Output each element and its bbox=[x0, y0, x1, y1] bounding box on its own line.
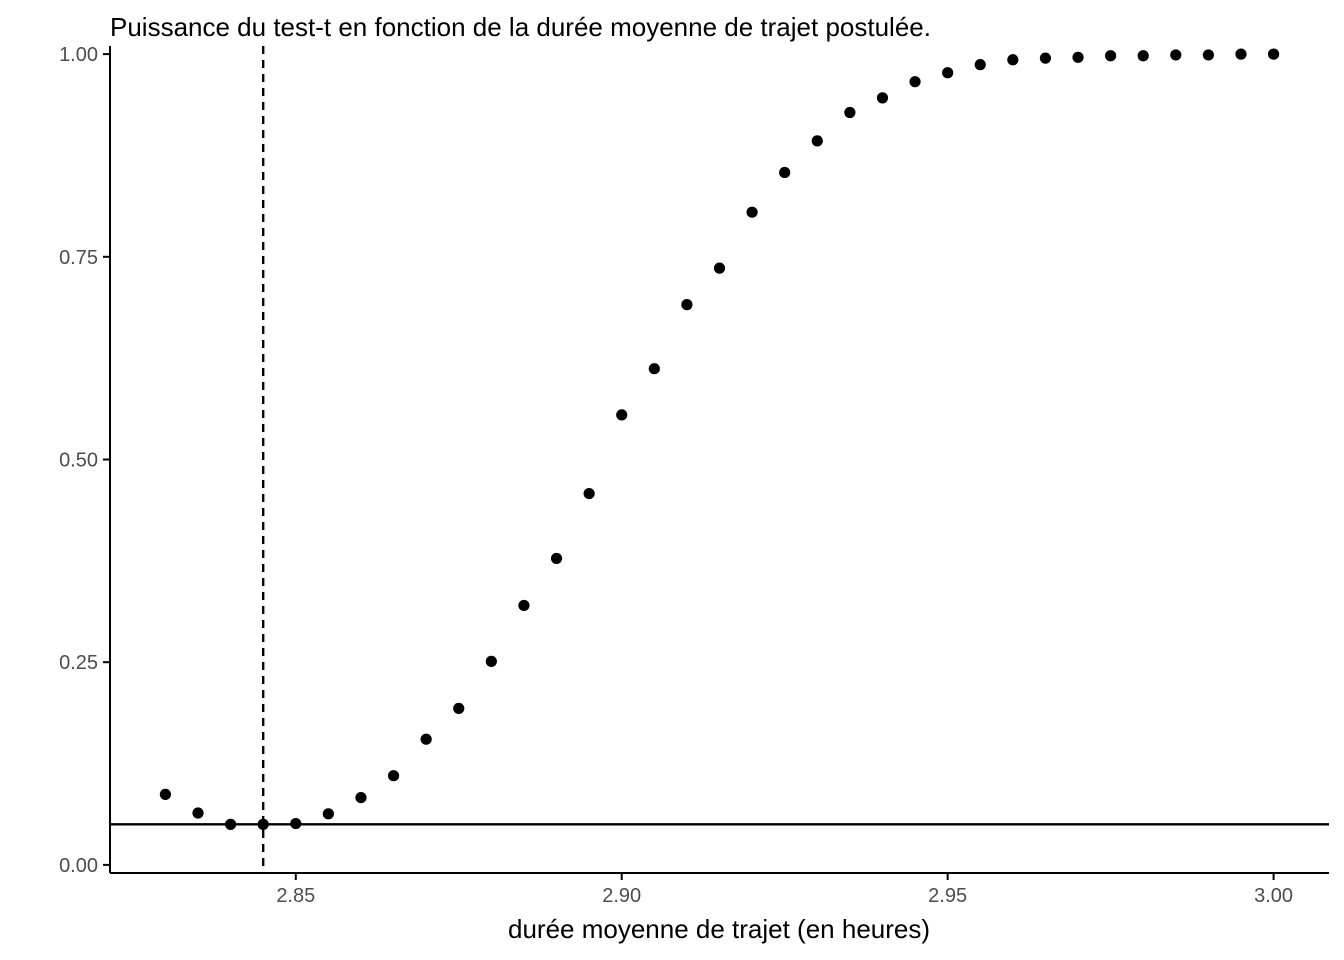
data-point bbox=[583, 487, 595, 500]
data-point bbox=[257, 818, 269, 830]
data-point bbox=[1137, 50, 1149, 62]
data-point bbox=[387, 770, 400, 782]
x-tick-label: 2.90 bbox=[602, 885, 641, 907]
y-tick-label: 1.00 bbox=[59, 44, 98, 66]
chart-title: Puissance du test-t en fonction de la du… bbox=[110, 12, 931, 42]
data-point bbox=[224, 818, 237, 830]
data-point bbox=[909, 76, 921, 88]
x-axis-ticks: 2.85 2.90 2.95 3.00 bbox=[276, 873, 1293, 907]
data-point bbox=[844, 106, 856, 119]
data-point bbox=[648, 363, 660, 375]
data-point bbox=[1072, 51, 1084, 63]
data-point bbox=[1007, 54, 1019, 66]
reference-lines bbox=[110, 46, 1329, 873]
y-tick-label: 0.50 bbox=[59, 450, 98, 472]
data-point bbox=[746, 206, 758, 218]
data-point bbox=[1267, 48, 1280, 60]
data-point bbox=[420, 733, 432, 745]
data-point bbox=[779, 166, 791, 179]
data-point bbox=[1039, 52, 1052, 64]
data-point bbox=[713, 262, 726, 274]
data-point bbox=[355, 791, 367, 804]
data-points bbox=[159, 48, 1280, 830]
data-point bbox=[1170, 49, 1182, 61]
x-axis-title: durée moyenne de trajet (en heures) bbox=[508, 914, 930, 944]
data-point bbox=[159, 788, 172, 800]
data-point bbox=[1235, 48, 1247, 60]
data-point bbox=[550, 552, 563, 565]
data-point bbox=[453, 702, 465, 715]
data-point bbox=[518, 599, 530, 612]
data-point bbox=[681, 299, 693, 311]
data-point bbox=[616, 409, 628, 421]
data-point bbox=[1202, 49, 1215, 61]
y-tick-label: 0.00 bbox=[59, 855, 98, 877]
axes bbox=[109, 46, 1329, 874]
data-point bbox=[192, 807, 204, 819]
data-point bbox=[974, 59, 986, 71]
data-point bbox=[811, 135, 823, 147]
data-point bbox=[322, 808, 334, 820]
data-point bbox=[876, 92, 889, 104]
data-point bbox=[290, 817, 302, 830]
x-tick-label: 2.85 bbox=[276, 885, 315, 907]
data-point bbox=[1105, 50, 1117, 62]
x-tick-label: 3.00 bbox=[1254, 885, 1293, 907]
y-tick-label: 0.75 bbox=[59, 247, 98, 269]
x-tick-label: 2.95 bbox=[928, 885, 967, 907]
y-tick-label: 0.25 bbox=[59, 652, 98, 674]
data-point bbox=[942, 67, 954, 79]
data-point bbox=[485, 655, 497, 667]
y-axis-ticks: 0.00 0.25 0.50 0.75 1.00 bbox=[59, 44, 110, 877]
